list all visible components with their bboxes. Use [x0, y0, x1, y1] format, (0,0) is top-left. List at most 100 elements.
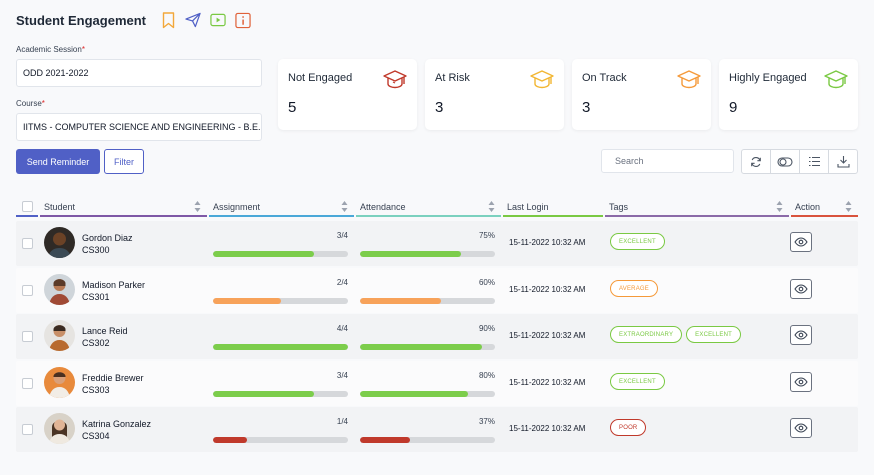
student-id: CS301 — [82, 292, 110, 302]
avatar — [44, 227, 75, 258]
table-row[interactable]: Madison Parker CS301 2/4 60% 15-11-2022 … — [16, 268, 858, 313]
last-login: 15-11-2022 10:32 AM — [509, 378, 586, 387]
search-input[interactable] — [601, 149, 734, 173]
session-value: ODD 2021-2022 — [23, 68, 89, 78]
student-name: Freddie Brewer — [82, 373, 144, 383]
course-value: IITMS - COMPUTER SCIENCE AND ENGINEERING… — [23, 122, 261, 132]
stat-value: 3 — [582, 99, 591, 116]
eye-icon — [794, 237, 808, 247]
course-select[interactable]: IITMS - COMPUTER SCIENCE AND ENGINEERING… — [16, 113, 262, 141]
select-all-cell — [16, 196, 38, 217]
column-header-tags[interactable]: Tags — [605, 196, 789, 217]
assignment-value: 2/4 — [336, 278, 348, 287]
assignment-value: 4/4 — [336, 324, 348, 333]
attendance-value: 75% — [478, 231, 495, 240]
page-header: Student Engagement — [16, 8, 260, 32]
select-all-checkbox[interactable] — [22, 201, 33, 212]
status-badge: EXCELLENT — [686, 326, 741, 343]
column-header-student[interactable]: Student — [40, 196, 207, 217]
column-header-assignment[interactable]: Assignment — [209, 196, 354, 217]
info-icon[interactable] — [235, 11, 251, 29]
attendance-value: 80% — [478, 371, 495, 380]
view-button[interactable] — [790, 325, 812, 345]
last-login: 15-11-2022 10:32 AM — [509, 285, 586, 294]
course-label: Course* — [16, 99, 45, 108]
student-name: Gordon Diaz — [82, 233, 133, 243]
status-badge: EXTRAORDINARY — [610, 326, 683, 343]
stat-label: On Track — [582, 72, 627, 84]
toggle-icon[interactable] — [771, 150, 800, 173]
stat-value: 9 — [729, 99, 738, 116]
eye-icon — [794, 377, 808, 387]
status-badge: POOR — [610, 419, 647, 436]
assignment-value: 3/4 — [336, 231, 348, 240]
row-checkbox[interactable] — [22, 285, 33, 296]
row-checkbox[interactable] — [22, 238, 33, 249]
assignment-progress-bar — [213, 251, 348, 257]
stat-card-on-track[interactable]: On Track 3 — [572, 59, 711, 130]
table-row[interactable]: Lance Reid CS302 4/4 90% 15-11-2022 10:3… — [16, 314, 858, 359]
assignment-value: 1/4 — [336, 417, 348, 426]
download-icon[interactable] — [829, 150, 857, 173]
attendance-value: 37% — [478, 417, 495, 426]
view-button[interactable] — [790, 232, 812, 252]
stat-label: At Risk — [435, 72, 470, 84]
student-name: Madison Parker — [82, 280, 146, 290]
table-row[interactable]: Katrina Gonzalez CS304 1/4 37% 15-11-202… — [16, 407, 858, 452]
assignment-progress-bar — [213, 391, 348, 397]
stat-label: Highly Engaged — [729, 72, 807, 84]
eye-icon — [794, 330, 808, 340]
view-button[interactable] — [790, 372, 812, 392]
graduation-cap-icon — [824, 69, 848, 91]
sort-icon — [776, 201, 783, 212]
sort-icon — [341, 201, 348, 212]
tag-list: EXCELLENT — [610, 373, 665, 390]
table-row[interactable]: Gordon Diaz CS300 3/4 75% 15-11-2022 10:… — [16, 221, 858, 266]
status-badge: EXCELLENT — [610, 373, 665, 390]
send-icon[interactable] — [185, 11, 201, 29]
stat-card-highly-engaged[interactable]: Highly Engaged 9 — [719, 59, 858, 130]
student-id: CS304 — [82, 431, 110, 441]
student-id: CS303 — [82, 385, 110, 395]
assignment-value: 3/4 — [336, 371, 348, 380]
row-checkbox[interactable] — [22, 331, 33, 342]
refresh-icon[interactable] — [742, 150, 771, 173]
graduation-cap-icon — [383, 69, 407, 91]
stat-card-at-risk[interactable]: At Risk 3 — [425, 59, 564, 130]
column-header-action[interactable]: Action — [791, 196, 858, 217]
avatar — [44, 367, 75, 398]
table-row[interactable]: Freddie Brewer CS303 3/4 80% 15-11-2022 … — [16, 361, 858, 406]
last-login: 15-11-2022 10:32 AM — [509, 238, 586, 247]
row-checkbox[interactable] — [22, 424, 33, 435]
column-header-attendance[interactable]: Attendance — [356, 196, 501, 217]
avatar — [44, 413, 75, 444]
view-button[interactable] — [790, 418, 812, 438]
attendance-progress-bar — [360, 391, 495, 397]
filter-button[interactable]: Filter — [104, 149, 144, 174]
session-label: Academic Session* — [16, 45, 85, 54]
tag-list: AVERAGE — [610, 280, 658, 297]
last-login: 15-11-2022 10:32 AM — [509, 331, 586, 340]
student-id: CS302 — [82, 338, 110, 348]
stat-card-not-engaged[interactable]: Not Engaged 5 — [278, 59, 417, 130]
assignment-progress-bar — [213, 437, 348, 443]
view-button[interactable] — [790, 279, 812, 299]
page-title: Student Engagement — [16, 12, 147, 28]
stat-label: Not Engaged — [288, 72, 353, 84]
session-select[interactable]: ODD 2021-2022 — [16, 59, 262, 87]
list-icon[interactable] — [800, 150, 829, 173]
status-badge: AVERAGE — [610, 280, 658, 297]
stat-value: 3 — [435, 99, 444, 116]
attendance-progress-bar — [360, 437, 495, 443]
assignment-progress-bar — [213, 344, 348, 350]
play-icon[interactable] — [210, 11, 226, 29]
row-checkbox[interactable] — [22, 378, 33, 389]
sort-icon — [845, 201, 852, 212]
avatar — [44, 274, 75, 305]
column-header-last-login[interactable]: Last Login — [503, 196, 603, 217]
attendance-progress-bar — [360, 344, 495, 350]
table-toolbar — [741, 149, 858, 174]
send-reminder-button[interactable]: Send Reminder — [16, 149, 100, 174]
bookmark-icon[interactable] — [160, 11, 176, 29]
graduation-cap-icon — [677, 69, 701, 91]
